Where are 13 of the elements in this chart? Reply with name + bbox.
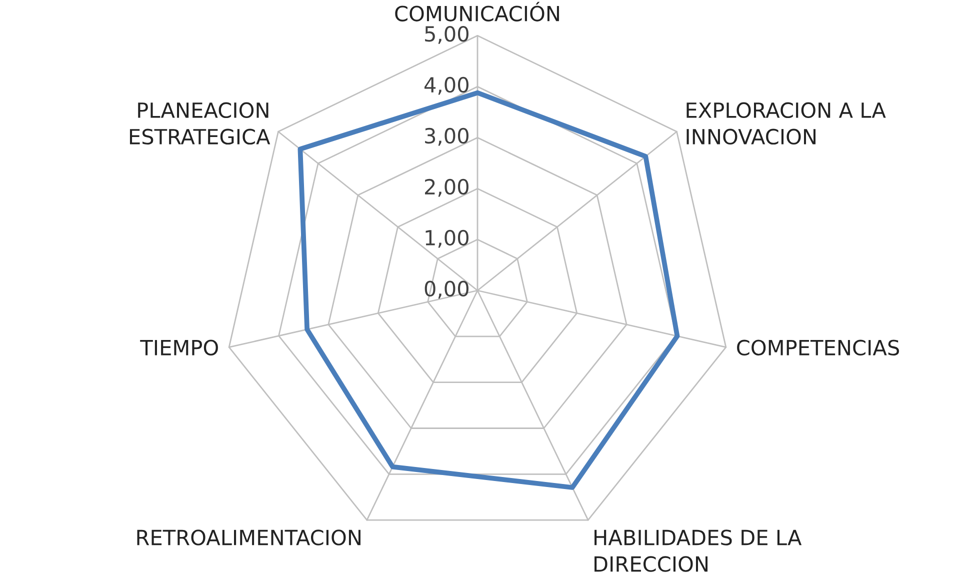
spoke-label: EXPLORACION A LA INNOVACION (686, 102, 886, 145)
spoke-label: RETROALIMENTACION (137, 530, 360, 546)
y-tick-label: 1,00 (426, 230, 468, 248)
y-tick-label: 0,00 (424, 280, 468, 299)
y-tick-label: 2,00 (424, 178, 468, 197)
y-tick-label: 3,00 (425, 128, 468, 146)
spoke-label: COMUNICACIÓN (395, 2, 559, 22)
y-tick-label: 5,00 (425, 26, 468, 44)
y-tick-label: 4,00 (424, 76, 468, 95)
spoke-label: HABILIDADES DE LA DIRECCION (594, 530, 802, 572)
spoke-label: COMPETENCIAS (737, 340, 899, 356)
spoke-label: PLANEACION ESTRATEGICA (130, 102, 270, 145)
spoke-label: TIEMPO (140, 340, 218, 356)
